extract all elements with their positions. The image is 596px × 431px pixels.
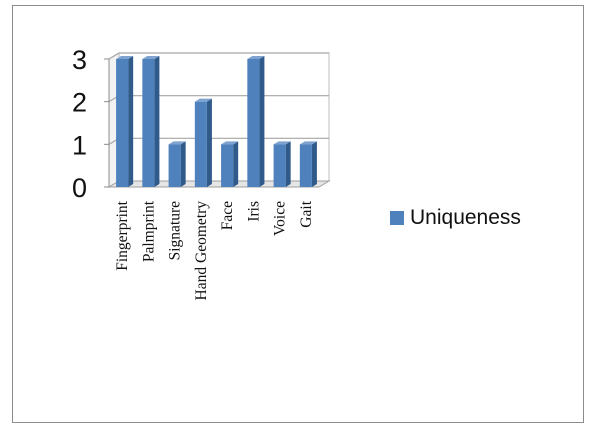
bar-top [299,141,317,145]
bar-front [194,101,207,187]
bar-palmprint [142,56,160,187]
bar-top [168,141,186,145]
x-tick-label-face: Face [219,201,236,230]
bar-front [116,59,129,187]
bar-side [180,141,186,187]
bar-front [299,144,312,187]
bar-top [273,141,291,145]
y-axis: 0 1 2 3 [72,45,110,203]
bars [116,56,317,187]
chart-frame: 0 1 2 3 Fingerprint Palmprint Signature Hand G… [12,5,584,423]
y-tick-label-3: 3 [72,45,87,75]
x-tick-label-iris: Iris [245,201,262,222]
legend-label-uniqueness: Uniqueness [410,206,521,229]
bar-hand-geometry [194,98,212,187]
y-tick-label-1: 1 [72,130,87,160]
bar-side [154,56,160,187]
x-tick-label-fingerprint: Fingerprint [114,200,131,270]
bar-top [116,56,134,59]
bar-signature [168,141,186,187]
bar-front [168,144,181,187]
bar-side [128,56,134,187]
floor [107,180,331,188]
bar-front [142,59,155,187]
bar-front [247,59,260,187]
x-tick-label-hand-geometry: Hand Geometry [193,201,210,301]
bar-gait [299,141,317,187]
bar-top [221,141,239,145]
x-tick-label-voice: Voice [272,201,289,236]
bar-side [311,141,317,187]
bar-side [206,98,212,187]
x-tick-label-palmprint: Palmprint [140,200,157,262]
bar-front [273,144,286,187]
bar-iris [247,56,265,187]
bar-face [221,141,239,187]
y-tick-label-2: 2 [72,88,87,118]
bar-top [247,56,265,59]
legend-swatch [390,211,404,225]
bar-side [259,56,265,187]
gridline-3 [108,52,329,60]
x-axis: Fingerprint Palmprint Signature Hand Geomet… [114,200,315,300]
bar-top [142,56,160,59]
legend[interactable]: Uniqueness [390,206,521,229]
bar-top [194,98,212,102]
bar-front [221,144,234,187]
x-tick-label-gait: Gait [298,200,315,227]
y-tick-label-0: 0 [72,173,87,203]
bar-fingerprint [116,56,134,187]
bar-chart: 0 1 2 3 Fingerprint Palmprint Signature Hand G… [72,45,521,300]
bar-side [285,141,291,187]
bar-voice [273,141,291,187]
bar-side [233,141,239,187]
chart-walls [107,52,331,188]
x-tick-label-signature: Signature [167,201,184,261]
